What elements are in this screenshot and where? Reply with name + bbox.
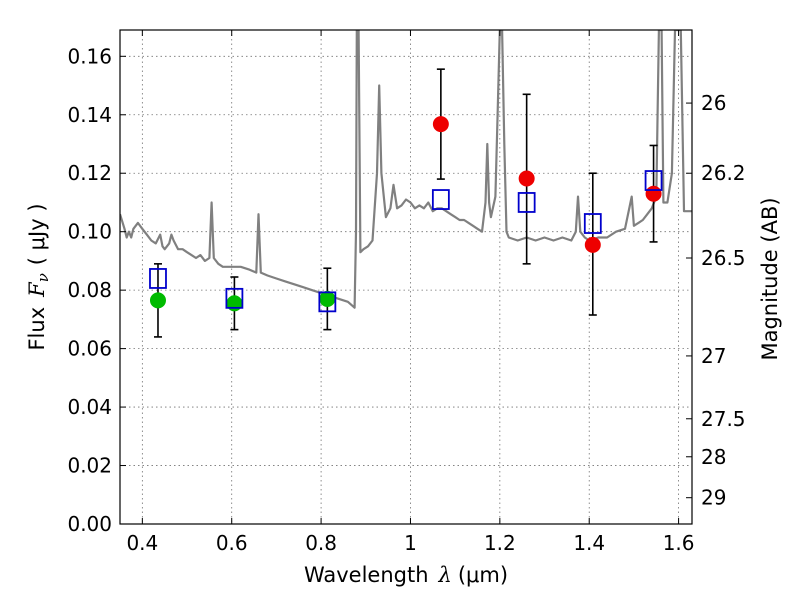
y-axis-label-unit: ( μJy ) — [25, 203, 49, 265]
y2-tick-label: 29 — [701, 486, 726, 510]
y-axis-label-symbol: F — [25, 281, 49, 298]
y-tick-label: 0.08 — [67, 278, 112, 302]
errorbar-layer — [153, 68, 658, 338]
data-point-square — [149, 268, 167, 289]
y2-tick-label: 26.2 — [701, 161, 746, 185]
data-point-circle — [432, 116, 449, 133]
y-axis-label-subscript: ν — [34, 273, 52, 282]
x-tick-label: 0.8 — [305, 531, 337, 555]
y-axis-label-prefix: Flux — [25, 307, 49, 351]
y-tick-label: 0.16 — [67, 44, 112, 68]
data-point-square — [644, 170, 663, 191]
data-point-square — [431, 189, 450, 210]
y-tick-label: 0.04 — [67, 395, 112, 419]
y-tick-label: 0.00 — [67, 512, 112, 536]
y-tick-label: 0.10 — [67, 220, 112, 244]
model-spectrum-line — [120, 30, 692, 309]
y-tick-label: 0.14 — [67, 103, 112, 127]
y2-tick-label: 26.5 — [701, 246, 746, 270]
y-tick-label: 0.02 — [67, 454, 112, 478]
marker-layer — [149, 116, 663, 313]
x-tick-label: 1.6 — [663, 531, 695, 555]
x-tick-label: 1.2 — [484, 531, 516, 555]
y-axis-label: Flux Fν ( μJy ) — [25, 203, 52, 350]
data-point-circle — [149, 292, 166, 309]
y-tick-label: 0.06 — [67, 337, 112, 361]
y2-tick-label: 27.5 — [701, 407, 746, 431]
data-point-circle — [518, 170, 535, 187]
y2-tick-label: 26 — [701, 91, 726, 115]
data-point-square — [225, 287, 244, 309]
x-axis-label-unit: (μm) — [458, 563, 508, 587]
x-tick-label: 0.4 — [126, 531, 158, 555]
tick-layer: 0.4 0.6 0.8 1 1.2 1.4 1.6 0.00 0.02 0.04 0.06 0.08 0… — [67, 30, 746, 555]
data-point-circle — [645, 185, 662, 202]
x-tick-label: 1.4 — [573, 531, 605, 555]
grid-layer — [120, 30, 692, 525]
x-tick-label: 1 — [404, 531, 417, 555]
y2-tick-label: 28 — [701, 445, 726, 469]
data-point-circle — [319, 290, 336, 307]
data-point-circle — [584, 236, 601, 253]
y2-axis-label: Magnitude (AB) — [758, 197, 782, 360]
data-point-square — [318, 291, 337, 313]
plot-frame — [119, 29, 693, 525]
model-spectrum-layer — [120, 30, 692, 309]
x-tick-label: 0.6 — [216, 531, 248, 555]
x-axis-label-prefix: Wavelength — [304, 563, 429, 587]
y2-tick-label: 27 — [701, 344, 726, 368]
x-axis-label-symbol: λ — [438, 563, 452, 587]
data-point-square — [583, 213, 602, 234]
data-point-square — [517, 192, 536, 213]
x-axis-label: Wavelength λ (μm) — [304, 563, 508, 587]
y-tick-label: 0.12 — [67, 161, 112, 185]
